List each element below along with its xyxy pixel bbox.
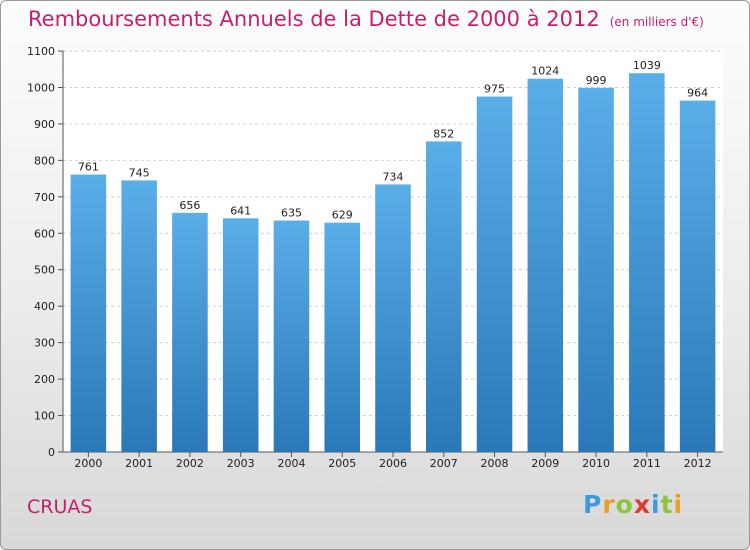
- value-label-2004: 635: [281, 207, 302, 220]
- x-tick-label-2007: 2007: [430, 457, 458, 470]
- x-tick-label-2008: 2008: [481, 457, 509, 470]
- chart-title-text: Remboursements Annuels de la Dette de 20…: [28, 7, 600, 31]
- y-tick-label: 0: [48, 446, 55, 459]
- proxiti-logo[interactable]: Proxiti: [583, 490, 683, 519]
- y-tick-label: 900: [34, 118, 55, 131]
- chart-unit-note: (en milliers d'€): [609, 15, 704, 29]
- x-tick-label-2011: 2011: [633, 457, 661, 470]
- y-tick-label: 1100: [27, 45, 55, 58]
- logo-letter: o: [615, 490, 634, 519]
- bar-2000[interactable]: [70, 174, 107, 452]
- value-label-2007: 852: [433, 127, 454, 140]
- y-tick-label: 700: [34, 191, 55, 204]
- value-label-2001: 745: [129, 166, 150, 179]
- y-tick-label: 1000: [27, 81, 55, 94]
- bar-2007[interactable]: [426, 141, 462, 452]
- logo-letter: P: [583, 490, 603, 519]
- commune-name: CRUAS: [27, 496, 93, 518]
- y-tick-label: 400: [34, 300, 55, 313]
- bar-2005[interactable]: [324, 222, 360, 452]
- bar-2002[interactable]: [172, 212, 208, 452]
- value-label-2005: 629: [332, 209, 353, 222]
- value-label-2002: 656: [179, 199, 200, 212]
- x-tick-label-2009: 2009: [531, 457, 559, 470]
- x-tick-label-2006: 2006: [379, 457, 407, 470]
- y-tick-label: 200: [34, 373, 55, 386]
- x-tick-label-2002: 2002: [176, 457, 204, 470]
- bar-2010[interactable]: [578, 87, 614, 452]
- logo-letter: i: [651, 490, 661, 519]
- x-tick-label-2000: 2000: [74, 457, 102, 470]
- value-label-2000: 761: [78, 161, 99, 174]
- x-tick-label-2004: 2004: [277, 457, 305, 470]
- value-label-2008: 975: [484, 83, 505, 96]
- value-label-2012: 964: [687, 87, 708, 100]
- bar-2009[interactable]: [527, 78, 564, 453]
- value-label-2011: 1039: [633, 59, 661, 72]
- logo-letter: r: [602, 490, 616, 519]
- bar-2012[interactable]: [679, 100, 716, 452]
- x-tick-label-2001: 2001: [125, 457, 153, 470]
- bar-2003[interactable]: [222, 218, 259, 452]
- bar-2004[interactable]: [273, 220, 310, 452]
- y-tick-label: 300: [34, 337, 55, 350]
- logo-letter: x: [633, 490, 651, 519]
- logo-letter: t: [660, 490, 674, 519]
- y-tick-label: 100: [34, 410, 55, 423]
- chart-title: Remboursements Annuels de la Dette de 20…: [28, 7, 704, 31]
- bar-2001[interactable]: [121, 180, 157, 452]
- logo-letter: i: [673, 490, 684, 519]
- bar-2008[interactable]: [476, 96, 513, 453]
- x-tick-label-2005: 2005: [328, 457, 356, 470]
- y-tick-label: 800: [34, 154, 55, 167]
- x-tick-label-2003: 2003: [227, 457, 255, 470]
- bar-2011[interactable]: [629, 73, 665, 452]
- value-label-2010: 999: [586, 74, 607, 87]
- value-label-2006: 734: [383, 170, 404, 183]
- y-tick-label: 500: [34, 264, 55, 277]
- bar-2006[interactable]: [375, 184, 411, 452]
- x-tick-label-2010: 2010: [582, 457, 610, 470]
- x-tick-label-2012: 2012: [684, 457, 712, 470]
- value-label-2003: 641: [230, 204, 251, 217]
- y-tick-label: 600: [34, 227, 55, 240]
- value-label-2009: 1024: [531, 65, 559, 78]
